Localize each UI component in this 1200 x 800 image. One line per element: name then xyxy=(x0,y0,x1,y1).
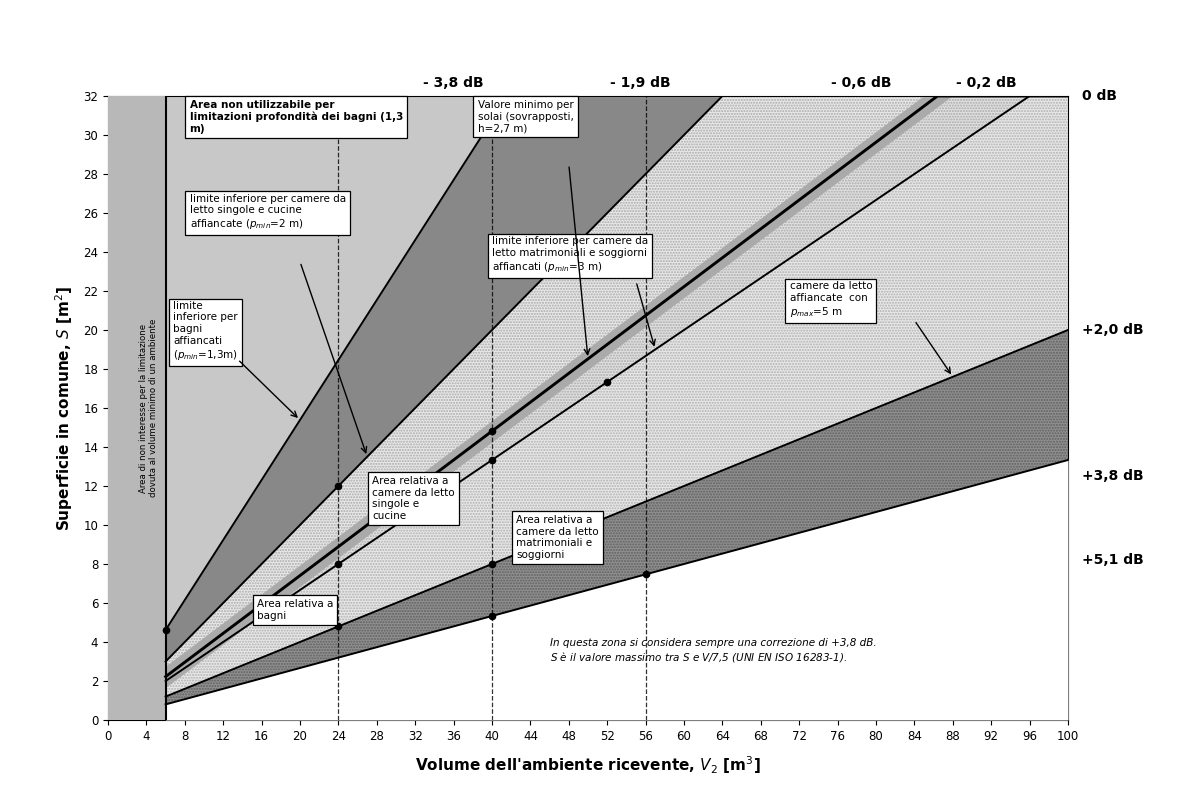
Text: limite
inferiore per
bagni
affiancati
($p_{min}$=1,3m): limite inferiore per bagni affiancati ($… xyxy=(173,301,238,362)
Text: In questa zona si considera sempre una correzione di +3,8 dB.
$S$ è il valore ma: In questa zona si considera sempre una c… xyxy=(550,638,876,664)
Text: limite inferiore per camere da
letto singole e cucine
affiancate ($p_{min}$=2 m): limite inferiore per camere da letto sin… xyxy=(190,194,346,231)
Text: camere da letto
affiancate  con
$p_{max}$=5 m: camere da letto affiancate con $p_{max}$… xyxy=(790,282,872,319)
Text: Area relativa a
camere da letto
matrimoniali e
soggiorni: Area relativa a camere da letto matrimon… xyxy=(516,515,599,560)
Text: +5,1 dB: +5,1 dB xyxy=(1082,553,1144,567)
Text: Area di non interesse per la limitazione
dovuta al volume minimo di un ambiente: Area di non interesse per la limitazione… xyxy=(139,319,158,497)
Text: Valore minimo per
solai (sovrapposti,
h=2,7 m): Valore minimo per solai (sovrapposti, h=… xyxy=(478,100,574,133)
Text: - 0,6 dB: - 0,6 dB xyxy=(832,76,892,90)
Y-axis label: Superficie in comune, $S$ [m$^2$]: Superficie in comune, $S$ [m$^2$] xyxy=(53,286,74,530)
Text: 0 dB: 0 dB xyxy=(1082,89,1117,103)
Text: - 3,8 dB: - 3,8 dB xyxy=(424,76,484,90)
X-axis label: Volume dell'ambiente ricevente, $V_2$ [m$^3$]: Volume dell'ambiente ricevente, $V_2$ [m… xyxy=(415,754,761,775)
Text: Area non utilizzabile per
limitazioni profondità dei bagni (1,3
m): Area non utilizzabile per limitazioni pr… xyxy=(190,100,403,134)
Text: - 0,2 dB: - 0,2 dB xyxy=(956,76,1016,90)
Text: +3,8 dB: +3,8 dB xyxy=(1082,470,1144,483)
Text: +2,0 dB: +2,0 dB xyxy=(1082,323,1144,337)
Text: Area relativa a
bagni: Area relativa a bagni xyxy=(257,599,334,621)
Text: Area relativa a
camere da letto
singole e
cucine: Area relativa a camere da letto singole … xyxy=(372,476,455,521)
Text: - 1,9 dB: - 1,9 dB xyxy=(611,76,671,90)
Text: limite inferiore per camere da
letto matrimoniali e soggiorni
affiancati ($p_{mi: limite inferiore per camere da letto mat… xyxy=(492,237,648,274)
